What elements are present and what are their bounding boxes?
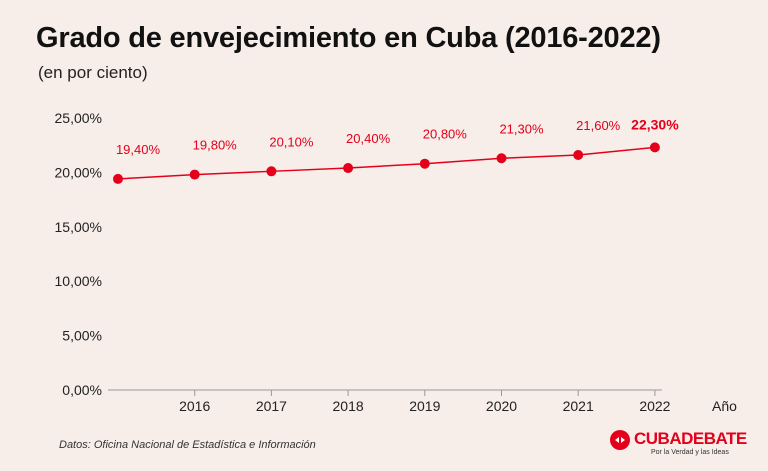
data-label: 22,30% — [631, 116, 679, 132]
line-chart: 0,00% 5,00% 10,00% 15,00% 20,00% 25,00% 2016 20… — [55, 110, 738, 414]
data-point — [649, 142, 660, 153]
data-point — [496, 153, 507, 164]
logo-tagline: Por la Verdad y las Ideas — [651, 449, 729, 456]
data-point — [189, 169, 200, 180]
data-label: 20,40% — [346, 131, 391, 146]
data-label: 21,30% — [499, 121, 544, 136]
source-note: Datos: Oficina Nacional de Estadística e… — [59, 439, 316, 451]
x-tick-label: 2021 — [563, 398, 594, 414]
x-tick-label: 2016 — [179, 398, 210, 414]
data-point — [113, 173, 123, 184]
x-tick-label: 2022 — [639, 398, 670, 414]
y-tick-label: 5,00% — [62, 328, 102, 344]
chart-subtitle: (en por ciento) — [38, 63, 148, 82]
cubadebate-logo-icon — [610, 430, 630, 450]
data-point — [343, 163, 354, 174]
data-point — [573, 149, 584, 160]
data-label: 20,80% — [423, 127, 468, 142]
y-tick-label: 20,00% — [55, 164, 102, 180]
data-point — [419, 158, 430, 169]
series-line — [117, 146, 655, 180]
x-tick-label: 2020 — [486, 398, 517, 414]
y-tick-label: 0,00% — [62, 382, 102, 398]
chart-title: Grado de envejecimiento en Cuba (2016-20… — [36, 22, 661, 54]
y-tick-label: 15,00% — [55, 219, 102, 235]
y-tick-label: 10,00% — [55, 273, 102, 289]
x-tick-label: 2017 — [256, 398, 287, 414]
y-tick-label: 25,00% — [55, 110, 102, 126]
x-tick-label: 2018 — [333, 398, 364, 414]
x-axis-label: Año — [712, 398, 737, 414]
cubadebate-logo: CUBADEBATE Por la Verdad y las Ideas — [610, 428, 747, 462]
logo-text: CUBADEBATE — [634, 429, 747, 448]
data-label: 19,40% — [116, 142, 161, 157]
x-tick-label: 2019 — [409, 398, 440, 414]
data-label: 19,80% — [193, 138, 238, 153]
data-label: 20,10% — [269, 134, 314, 149]
data-label: 21,60% — [576, 118, 621, 133]
data-point — [266, 166, 277, 177]
